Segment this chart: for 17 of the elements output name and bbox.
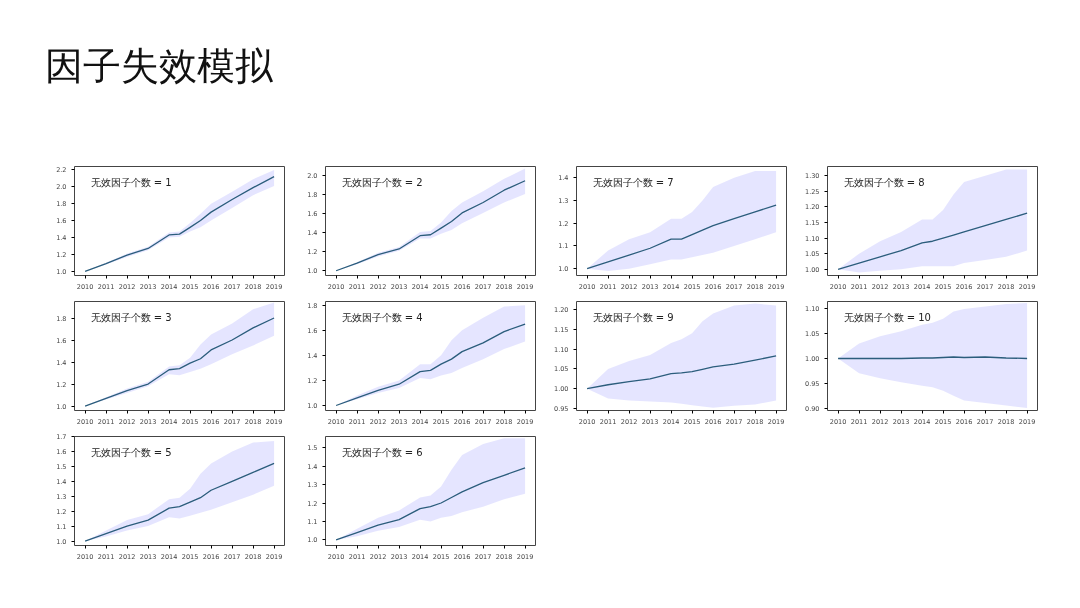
annotation: 无效因子个数 = 4 [341, 311, 423, 323]
annotation: 无效因子个数 = 8 [843, 176, 925, 188]
annotation: 无效因子个数 = 9 [592, 311, 674, 323]
annotation: 无效因子个数 = 2 [341, 176, 423, 188]
annotation: 无效因子个数 = 1 [90, 176, 172, 188]
line-series [84, 462, 275, 542]
line-series [335, 467, 526, 541]
annotation: 无效因子个数 = 5 [90, 446, 172, 458]
annotation: 无效因子个数 = 7 [592, 176, 674, 188]
line-series [586, 204, 777, 270]
text: 因子失效模拟 [45, 44, 275, 88]
annotation: 无效因子个数 = 6 [341, 446, 423, 458]
annotation: 无效因子个数 = 3 [90, 311, 172, 323]
line-series [837, 212, 1028, 270]
line-series [335, 323, 526, 407]
annotation: 无效因子个数 = 10 [843, 311, 931, 323]
line-series [586, 355, 777, 390]
